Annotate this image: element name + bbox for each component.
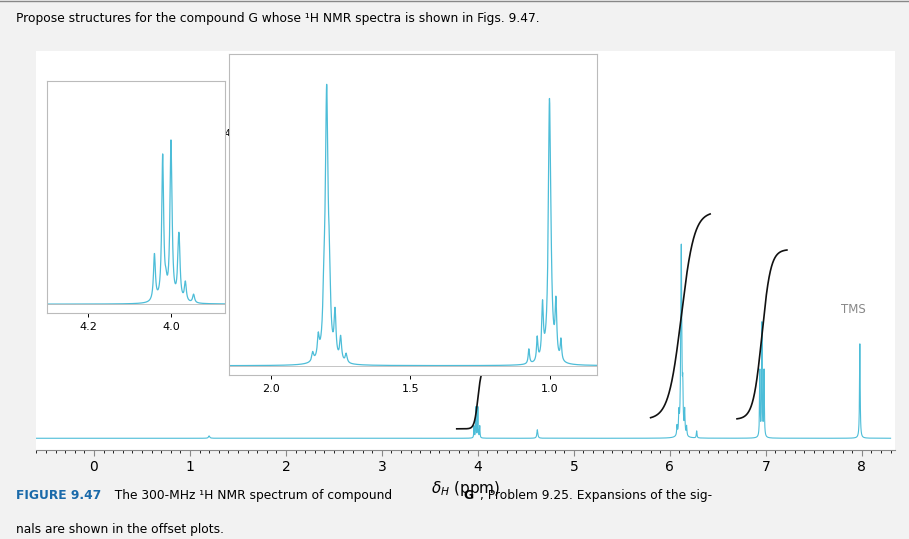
Text: G: G — [464, 489, 474, 502]
X-axis label: $\delta_H$ (ppm): $\delta_H$ (ppm) — [431, 479, 501, 497]
Text: , Problem 9.25. Expansions of the sig-: , Problem 9.25. Expansions of the sig- — [480, 489, 712, 502]
Text: Propose structures for the compound G whose ¹H NMR spectra is shown in Figs. 9.4: Propose structures for the compound G wh… — [16, 12, 540, 25]
Text: The 300-MHz ¹H NMR spectrum of compound: The 300-MHz ¹H NMR spectrum of compound — [107, 489, 396, 502]
Text: FIGURE 9.47: FIGURE 9.47 — [16, 489, 102, 502]
Text: nals are shown in the offset plots.: nals are shown in the offset plots. — [16, 523, 225, 536]
Text: TMS: TMS — [841, 302, 865, 315]
Text: G, C₄H₉Br: G, C₄H₉Br — [194, 124, 263, 139]
